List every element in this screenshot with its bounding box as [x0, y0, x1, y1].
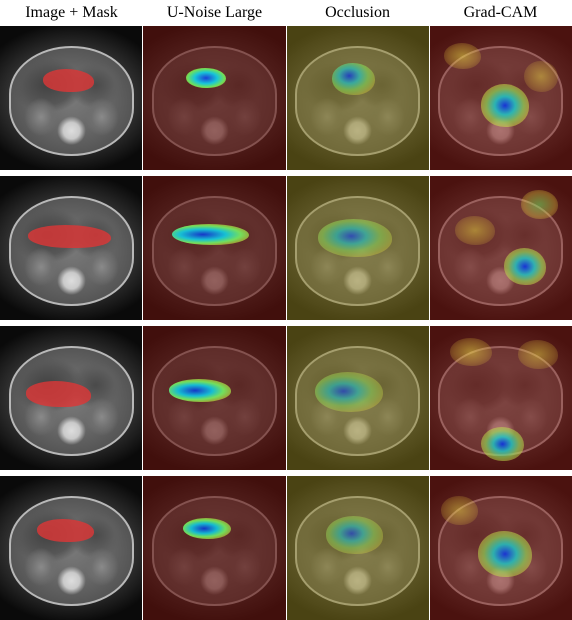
heatmap-region	[315, 372, 383, 412]
heatmap-region	[332, 63, 375, 95]
image-row	[0, 176, 572, 326]
cell-occlusion	[287, 176, 430, 320]
image-row	[0, 326, 572, 476]
heatmap-region	[521, 190, 558, 219]
image-row	[0, 26, 572, 176]
comparison-figure: Image + Mask U-Noise Large Occlusion Gra…	[0, 0, 572, 620]
col-header-mask: Image + Mask	[0, 4, 143, 22]
heatmap-region	[524, 61, 558, 93]
cell-occlusion	[287, 26, 430, 170]
cell-mask	[0, 476, 143, 620]
heatmap-region	[518, 340, 558, 369]
heatmap-region	[326, 516, 383, 553]
cell-gradcam	[430, 176, 572, 320]
heatmap-region	[450, 338, 493, 367]
heatmap-region	[481, 427, 524, 462]
cell-gradcam	[430, 476, 572, 620]
cell-unoise	[143, 176, 286, 320]
cell-gradcam	[430, 326, 572, 470]
col-header-occlusion: Occlusion	[286, 4, 429, 22]
cell-occlusion	[287, 476, 430, 620]
col-header-gradcam: Grad-CAM	[429, 4, 572, 22]
cell-occlusion	[287, 326, 430, 470]
heatmap-region	[169, 379, 232, 402]
col-header-unoise: U-Noise Large	[143, 4, 286, 22]
heatmap-region	[455, 216, 495, 245]
cell-gradcam	[430, 26, 572, 170]
cell-mask	[0, 326, 143, 470]
heatmap-region	[444, 43, 481, 69]
cell-mask	[0, 26, 143, 170]
heatmap-region	[183, 518, 231, 540]
cell-unoise	[143, 26, 286, 170]
cell-unoise	[143, 476, 286, 620]
pancreas-mask	[37, 519, 94, 542]
column-headers: Image + Mask U-Noise Large Occlusion Gra…	[0, 0, 572, 26]
heatmap-region	[481, 84, 529, 127]
image-row	[0, 476, 572, 620]
image-grid	[0, 26, 572, 620]
pancreas-mask	[43, 69, 94, 92]
heatmap-region	[186, 68, 226, 88]
pancreas-mask	[26, 381, 91, 407]
heatmap-region	[318, 219, 392, 256]
heatmap-region	[441, 496, 478, 525]
cell-mask	[0, 176, 143, 320]
heatmap-region	[504, 248, 547, 285]
pancreas-mask	[28, 225, 111, 248]
heatmap-region	[172, 224, 249, 246]
cell-unoise	[143, 326, 286, 470]
heatmap-region	[478, 531, 532, 577]
